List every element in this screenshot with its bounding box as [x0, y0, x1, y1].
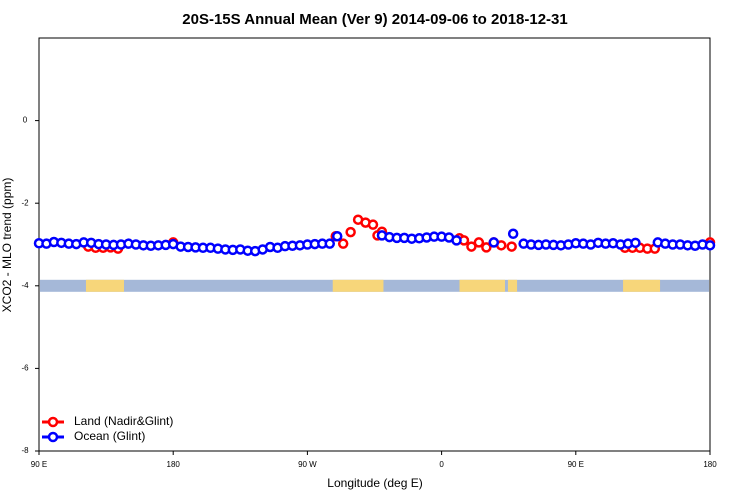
data-point: [481, 242, 492, 253]
land-mask: [459, 279, 505, 292]
chart-title: 20S-15S Annual Mean (Ver 9) 2014-09-06 t…: [182, 11, 567, 28]
x-tick-label: 0: [439, 460, 444, 469]
data-point: [506, 241, 517, 252]
legend-label: Ocean (Glint): [74, 429, 145, 443]
y-tick-label: 0: [23, 116, 28, 125]
legend-marker: [47, 431, 59, 443]
y-tick-label: -2: [21, 198, 29, 207]
data-point: [337, 238, 349, 249]
y-tick-label: -4: [21, 281, 29, 290]
data-point: [488, 237, 500, 248]
x-tick-label: 180: [703, 460, 717, 469]
land-mask: [85, 279, 124, 292]
x-tick-label: 180: [167, 460, 181, 469]
data-point: [331, 230, 343, 242]
data-point: [367, 219, 379, 230]
data-point: [704, 240, 716, 251]
x-axis-label: Longitude (deg E): [327, 476, 422, 490]
data-point: [473, 237, 485, 248]
y-tick-label: -6: [21, 364, 29, 373]
legend-marker: [47, 416, 59, 428]
x-tick-label: 90 W: [298, 460, 317, 469]
y-tick-label: -8: [21, 446, 29, 455]
data-point: [324, 238, 336, 249]
x-tick-label: 90 E: [31, 460, 47, 469]
land-mask: [623, 279, 661, 292]
legend-label: Land (Nadir&Glint): [74, 414, 173, 428]
data-point: [507, 228, 519, 240]
y-axis-label: XCO2 - MLO trend (ppm): [0, 178, 14, 313]
data-point: [345, 226, 356, 238]
data-point: [451, 235, 462, 246]
x-tick-label: 90 E: [568, 460, 584, 469]
data-point: [630, 237, 641, 249]
data-point: [466, 241, 477, 252]
land-mask: [332, 279, 384, 292]
land-mask: [507, 279, 518, 292]
